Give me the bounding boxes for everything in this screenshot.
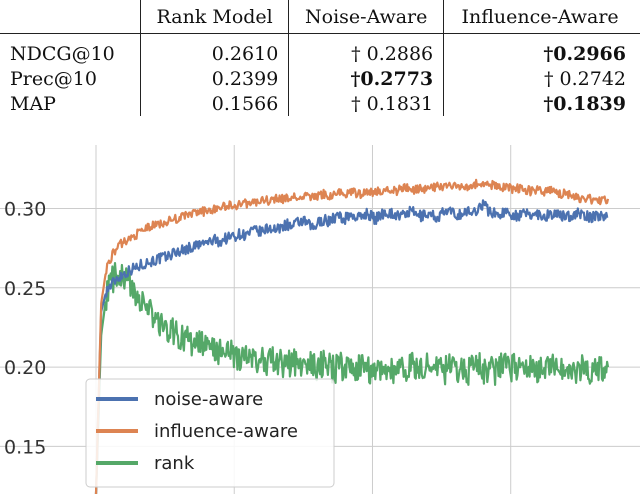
table-cell-influence: †0.1839 <box>543 92 626 115</box>
table-cell-metric: Prec@10 <box>0 66 141 91</box>
legend-box <box>85 378 335 488</box>
table-header-influence-aware: Influence-Aware <box>443 0 640 34</box>
y-tick-label: 0.25 <box>4 278 46 300</box>
table-cell-influence: † 0.2742 <box>543 67 626 90</box>
table-header-metric <box>0 0 141 34</box>
table-header-noise-aware: Noise-Aware <box>288 0 445 34</box>
series-lines <box>94 178 610 494</box>
legend-label-rank: rank <box>154 453 195 474</box>
y-axis-ticks: 0.15 0.20 0.25 0.30 <box>4 198 46 458</box>
table-row: Prec@10 0.2399 †0.2773 † 0.2742 <box>0 66 640 91</box>
table-cell-metric: NDCG@10 <box>0 33 141 66</box>
table-header-row: Rank Model Noise-Aware Influence-Aware <box>0 0 640 34</box>
results-table: Rank Model Noise-Aware Influence-Aware N… <box>0 0 640 116</box>
table-cell-rank: 0.2399 <box>140 66 290 91</box>
table-cell-rank: 0.2610 <box>140 33 290 66</box>
table-cell-noise: † 0.1831 <box>288 91 445 116</box>
table-row: MAP 0.1566 † 0.1831 †0.1839 <box>0 91 640 116</box>
table-cell-rank: 0.1566 <box>140 91 290 116</box>
y-tick-label: 0.20 <box>4 357 46 379</box>
table-cell-influence: †0.2966 <box>543 42 626 65</box>
table-header-rank-model: Rank Model <box>140 0 290 34</box>
legend-label-influence-aware: influence-aware <box>154 421 298 442</box>
y-tick-label: 0.15 <box>4 436 46 458</box>
line-chart: 0.15 0.20 0.25 0.30 noise-aware influence-a… <box>0 145 640 494</box>
legend-label-noise-aware: noise-aware <box>154 389 263 410</box>
series-line-influence-aware <box>94 178 610 494</box>
table-row: NDCG@10 0.2610 † 0.2886 †0.2966 <box>0 33 640 66</box>
series-line-rank <box>94 261 610 494</box>
table-cell-noise: † 0.2886 <box>288 33 445 66</box>
table-cell-noise: †0.2773 <box>288 66 445 91</box>
y-tick-label: 0.30 <box>4 198 46 220</box>
legend: noise-aware influence-aware rank <box>85 378 335 488</box>
series-line-noise-aware <box>94 199 609 494</box>
table-cell-metric: MAP <box>0 91 141 116</box>
